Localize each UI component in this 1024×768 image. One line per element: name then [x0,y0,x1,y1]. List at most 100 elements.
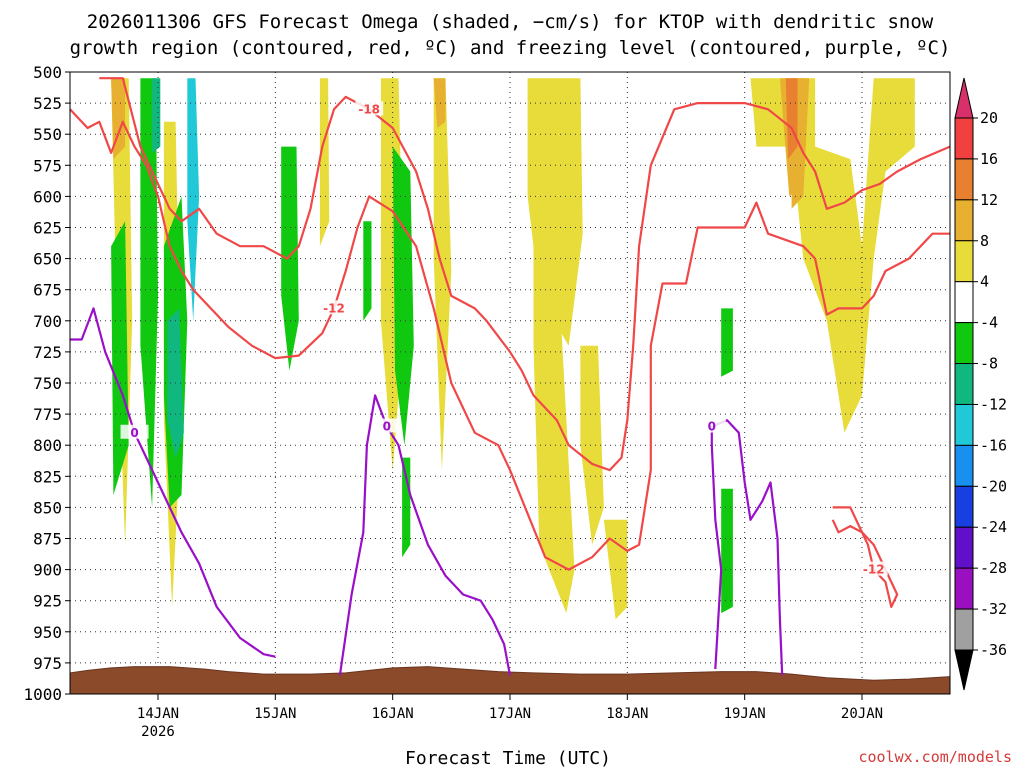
x-axis: 14JAN 2026 15JAN 16JAN 17JAN 18JAN 19JAN 20JAN [137,694,883,740]
x-tick-label-18JAN: 18JAN [606,706,648,722]
y-tick-label-950: 950 [33,623,62,642]
y-tick-label-925: 925 [33,592,62,611]
contour-dendritic-minus12b [831,506,899,608]
colorbar-swatch-8 [954,444,974,487]
omega-shade-neg8-6 [402,457,411,558]
y-tick-label-750: 750 [33,374,62,393]
x-tick-label-17JAN: 17JAN [489,706,531,722]
colorbar-swatch-6 [954,363,974,405]
grid-layer [70,72,950,694]
y-tick-label-575: 575 [33,156,62,175]
omega-shade-4-7 [580,345,604,545]
contour-freezing-level-0 [70,307,276,658]
x-axis-title: Forecast Time (UTC) [405,748,611,768]
contour-label-bg-freezing-level-0 [120,424,149,439]
colorbar-bottom-arrow [954,649,974,691]
contour-label-bg-freezing-level-0c [697,418,726,433]
colorbar-label-16: 16 [980,150,998,168]
contour-dendritic-minus12 [69,108,950,571]
x-tick-sublabel-14JAN: 2026 [141,724,175,740]
colorbar-swatch-10 [954,526,974,569]
x-tick-label-20JAN: 20JAN [841,706,883,722]
colorbar: 20 16 12 8 4 -4 -8 -12 -16 -20 -24 -28 -32 -36 [954,77,1007,691]
y-tick-label-600: 600 [33,187,62,206]
chart-title-line1: 2026011306 GFS Forecast Omega (shaded, −… [87,11,934,33]
colorbar-label-4: 4 [980,273,989,291]
contour-label-bg-dendritic-minus18 [355,101,384,116]
surface-terrain-layer [69,666,951,695]
y-tick-label-1000: 1000 [23,685,62,704]
y-tick-label-625: 625 [33,219,62,238]
colorbar-label--24: -24 [980,518,1007,536]
contour-label-dendritic-minus18: -18 [358,102,380,116]
colorbar-swatch-0 [954,117,974,160]
chart-title-line2: growth region (contoured, red, ºC) and f… [70,37,951,59]
omega-shade-4-9 [750,78,915,433]
omega-shade-neg8-8 [721,488,733,614]
colorbar-swatch-5 [954,322,974,365]
y-tick-label-675: 675 [33,281,62,300]
colorbar-label--4: -4 [980,314,998,332]
contour-label-bg-freezing-level-0b [372,418,401,433]
x-tick-label-16JAN: 16JAN [372,706,414,722]
contour-freezing-level-0b [338,394,512,676]
plot-area: -12 -18 0 0 0 -12 [69,71,951,695]
omega-shade-8-1 [433,78,446,128]
x-tick-label-15JAN: 15JAN [254,706,296,722]
colorbar-swatch-12 [954,608,974,651]
y-tick-label-650: 650 [33,250,62,269]
x-tick-label-19JAN: 19JAN [724,706,766,722]
contour-label-freezing-level-0c: 0 [708,420,716,434]
colorbar-swatch-2 [954,199,974,242]
y-tick-label-725: 725 [33,343,62,362]
colorbar-label--32: -32 [980,600,1007,618]
contour-label-bg-dendritic-minus12b [859,561,888,576]
colorbar-label--28: -28 [980,559,1007,577]
x-tick-label-14JAN: 14JAN [137,706,179,722]
y-tick-label-500: 500 [33,63,62,82]
y-tick-label-900: 900 [33,561,62,580]
y-tick-label-850: 850 [33,498,62,517]
omega-shade-neg8-5 [392,146,414,446]
omega-shade-neg12-1 [152,78,161,153]
contour-label-freezing-level-0: 0 [130,426,138,440]
contour-layer: -12 -18 0 0 0 -12 [69,77,951,676]
omega-shade-8-0 [111,78,126,160]
colorbar-swatch-7 [954,403,974,446]
contour-label-freezing-level-0b: 0 [383,420,391,434]
contour-dendritic-minus18 [99,77,951,472]
colorbar-label-12: 12 [980,191,998,209]
contour-freezing-level-0c [710,419,784,676]
contour-label-bg-dendritic-minus12 [320,300,348,315]
colorbar-label--20: -20 [980,477,1007,495]
colorbar-swatch-9 [954,485,974,528]
contour-label-dendritic-minus12b: -12 [863,563,885,577]
credit-text[interactable]: coolwx.com/models [858,748,1012,766]
colorbar-label--12: -12 [980,395,1007,413]
colorbar-swatch-4 [954,281,974,324]
omega-shading-layer [111,78,915,620]
colorbar-top-arrow [954,77,974,119]
y-tick-label-550: 550 [33,125,62,144]
y-tick-label-975: 975 [33,654,62,673]
omega-shade-12-0 [785,78,798,160]
y-tick-label-525: 525 [33,94,62,113]
y-tick-label-700: 700 [33,312,62,331]
omega-shade-neg8-4 [363,221,372,321]
colorbar-label--16: -16 [980,436,1007,454]
omega-shade-4-6 [533,246,575,614]
contour-label-dendritic-minus12: -12 [323,301,345,315]
y-tick-label-875: 875 [33,530,62,549]
omega-shade-neg8-7 [721,308,733,377]
colorbar-label-8: 8 [980,232,989,250]
y-axis: 500 525 550 575 600 625 650 675 700 725 750 775 800 8… [23,63,70,704]
colorbar-swatch-3 [954,240,974,283]
colorbar-label-20: 20 [980,109,998,127]
y-tick-label-825: 825 [33,467,62,486]
omega-shade-4-4 [433,78,452,471]
surface-terrain [69,666,951,695]
colorbar-swatch-11 [954,567,974,610]
omega-shade-4-2 [319,78,330,247]
y-tick-label-775: 775 [33,405,62,424]
